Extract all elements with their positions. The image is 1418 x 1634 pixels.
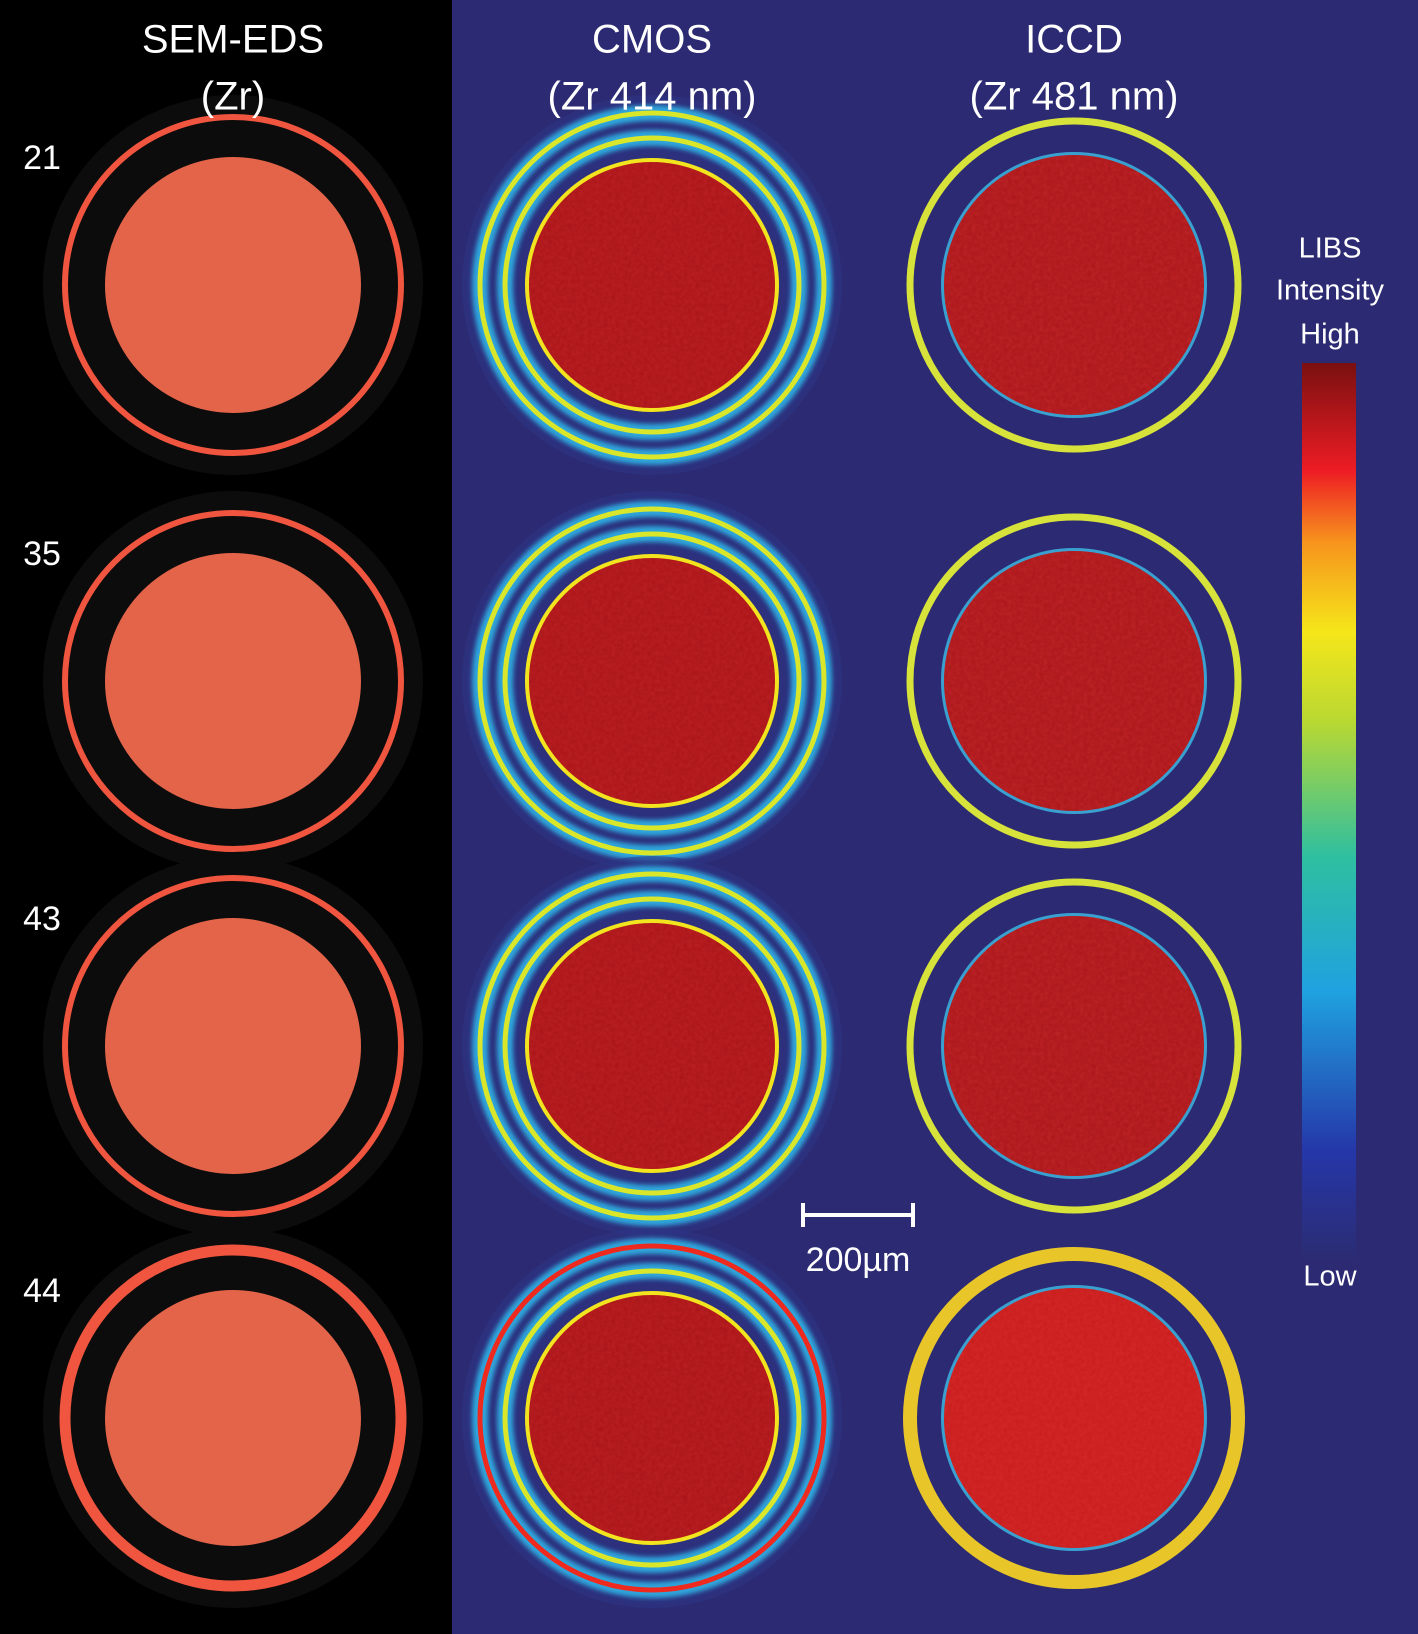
iccd-map	[906, 513, 1242, 849]
ring-core	[477, 506, 827, 856]
colorbar-label: LIBS	[1299, 233, 1362, 265]
column-subtitle: (Zr 481 nm)	[970, 75, 1179, 119]
disk-texture	[529, 558, 775, 804]
colorbar-label: Intensity	[1276, 275, 1384, 307]
cmos-map	[462, 95, 842, 475]
column-title: ICCD	[1025, 18, 1123, 62]
row-label: 44	[23, 1272, 61, 1310]
column-subtitle: (Zr 414 nm)	[548, 75, 757, 119]
outer-ring	[62, 114, 404, 456]
outer-ring	[906, 117, 1242, 453]
iccd-map	[903, 1247, 1245, 1589]
column-title: CMOS	[592, 18, 712, 62]
inner-disk	[105, 157, 361, 413]
column-title: SEM-EDS	[142, 18, 324, 62]
ring-core	[502, 1268, 802, 1568]
ring-core	[477, 871, 827, 1221]
row-label: 21	[23, 139, 61, 177]
iccd-map	[906, 117, 1242, 453]
cmos-map	[462, 856, 842, 1236]
row-label: 43	[23, 900, 61, 938]
ring-core	[477, 1243, 827, 1593]
colorbar	[1302, 363, 1356, 1260]
disk-texture	[529, 1295, 775, 1541]
ring-core	[477, 110, 827, 460]
outer-ring	[59, 1244, 407, 1592]
outer-ring	[903, 1247, 1245, 1589]
row-label: 35	[23, 535, 61, 573]
cmos-map	[462, 1228, 842, 1608]
outer-ring	[62, 875, 404, 1217]
disk-texture	[944, 1288, 1204, 1548]
inner-disk	[105, 918, 361, 1174]
disk-texture	[944, 916, 1204, 1176]
inner-disk	[105, 1290, 361, 1546]
sem-map	[43, 491, 423, 871]
ring-core	[502, 135, 802, 435]
scale-bar	[801, 1203, 915, 1227]
disk-texture	[944, 551, 1204, 811]
column-subtitle: (Zr)	[201, 75, 265, 119]
outer-ring	[62, 510, 404, 852]
sem-map	[43, 856, 423, 1236]
cmos-map	[462, 491, 842, 871]
ring-core	[502, 531, 802, 831]
sem-map	[43, 1228, 423, 1608]
disk-texture	[529, 923, 775, 1169]
disk-texture	[529, 162, 775, 408]
scale-bar-label: 200µm	[806, 1241, 911, 1279]
colorbar-label: High	[1300, 319, 1360, 351]
ring-core	[502, 896, 802, 1196]
inner-disk	[105, 553, 361, 809]
colorbar-low: Low	[1303, 1261, 1357, 1293]
outer-ring	[906, 878, 1242, 1214]
iccd-map	[906, 878, 1242, 1214]
maps	[43, 95, 1245, 1608]
sem-map	[43, 95, 423, 475]
disk-texture	[944, 155, 1204, 415]
outer-ring	[906, 513, 1242, 849]
